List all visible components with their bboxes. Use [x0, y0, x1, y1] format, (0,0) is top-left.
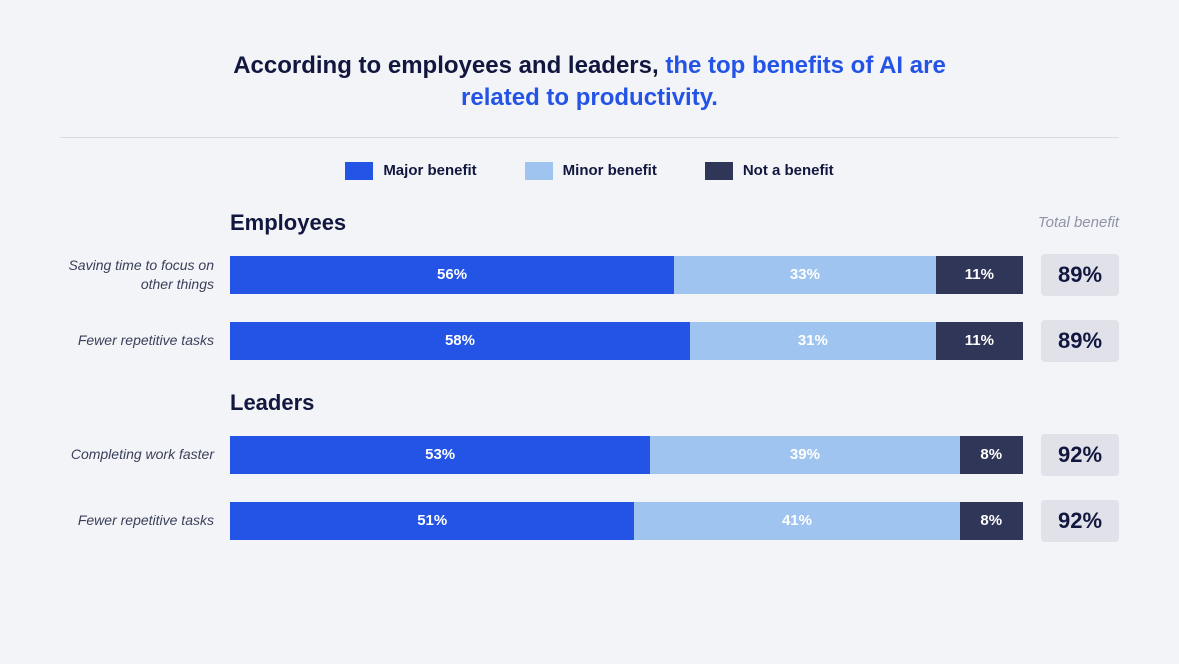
bar-segment-not: 11%	[936, 322, 1023, 360]
bar-segment-minor: 39%	[650, 436, 959, 474]
divider	[60, 137, 1119, 138]
bar-segment-major: 56%	[230, 256, 674, 294]
legend-label-minor: Minor benefit	[563, 162, 657, 179]
swatch-not	[705, 162, 733, 180]
legend-item-major: Major benefit	[345, 162, 476, 180]
bar-segment-major: 58%	[230, 322, 690, 360]
bar-row: Fewer repetitive tasks 58% 31% 11% 89%	[60, 320, 1119, 362]
swatch-major	[345, 162, 373, 180]
legend-item-not: Not a benefit	[705, 162, 834, 180]
stacked-bar: 53% 39% 8%	[230, 436, 1023, 474]
stacked-bar: 51% 41% 8%	[230, 502, 1023, 540]
stacked-bar: 58% 31% 11%	[230, 322, 1023, 360]
row-label: Fewer repetitive tasks	[60, 331, 230, 350]
bar-row: Completing work faster 53% 39% 8% 92%	[60, 434, 1119, 476]
bar-segment-not: 11%	[936, 256, 1023, 294]
legend-label-not: Not a benefit	[743, 162, 834, 179]
row-label: Fewer repetitive tasks	[60, 511, 230, 530]
row-label: Completing work faster	[60, 445, 230, 464]
bar-segment-not: 8%	[960, 436, 1023, 474]
bar-row: Fewer repetitive tasks 51% 41% 8% 92%	[60, 500, 1119, 542]
total-value: 92%	[1041, 434, 1119, 476]
group-title-employees: Employees	[230, 210, 1119, 236]
total-value: 92%	[1041, 500, 1119, 542]
bar-segment-major: 53%	[230, 436, 650, 474]
stacked-bar: 56% 33% 11%	[230, 256, 1023, 294]
chart-title: According to employees and leaders, the …	[230, 50, 950, 115]
row-label: Saving time to focus on other things	[60, 256, 230, 294]
swatch-minor	[525, 162, 553, 180]
bar-segment-minor: 33%	[674, 256, 936, 294]
total-value: 89%	[1041, 320, 1119, 362]
total-benefit-header: Total benefit	[1038, 214, 1119, 231]
bar-segment-minor: 41%	[634, 502, 959, 540]
legend-label-major: Major benefit	[383, 162, 476, 179]
bar-segment-not: 8%	[960, 502, 1023, 540]
title-prefix: According to employees and leaders,	[233, 52, 665, 79]
bar-segment-major: 51%	[230, 502, 634, 540]
total-value: 89%	[1041, 254, 1119, 296]
legend: Major benefit Minor benefit Not a benefi…	[60, 162, 1119, 180]
bar-row: Saving time to focus on other things 56%…	[60, 254, 1119, 296]
chart-area: Total benefit Employees Saving time to f…	[60, 210, 1119, 542]
group-title-leaders: Leaders	[230, 390, 1119, 416]
bar-segment-minor: 31%	[690, 322, 936, 360]
legend-item-minor: Minor benefit	[525, 162, 657, 180]
